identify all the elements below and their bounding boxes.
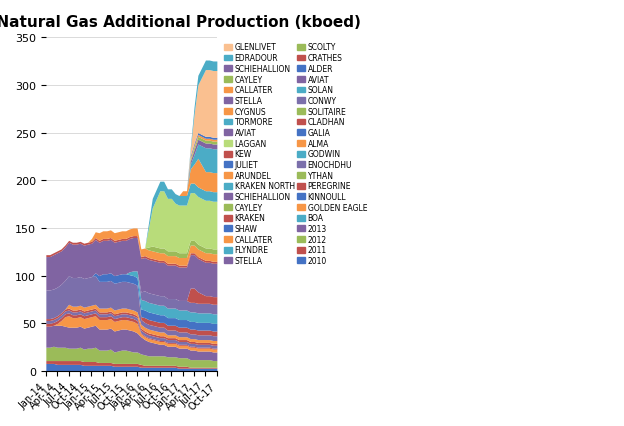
Legend: GLENLIVET, EDRADOUR, SCHIEHALLION, CAYLEY, CALLATER, STELLA, CYGNUS, TORMORE, AV: GLENLIVET, EDRADOUR, SCHIEHALLION, CAYLE…: [222, 42, 369, 267]
Title: Recent UK Natural Gas Additional Production (kboed): Recent UK Natural Gas Additional Product…: [0, 15, 361, 30]
